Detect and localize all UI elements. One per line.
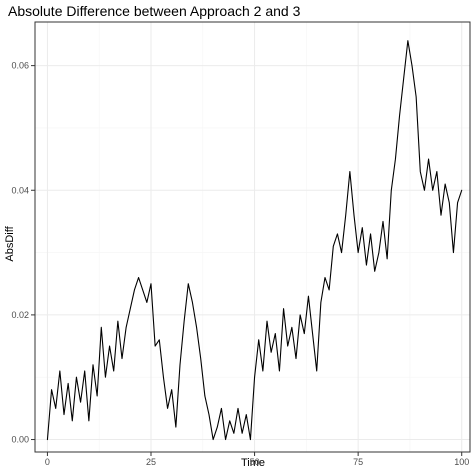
y-tick-label: 0.00 [11,435,29,445]
x-tick-label: 75 [353,457,363,467]
x-tick-label: 25 [146,457,156,467]
y-axis-title: AbsDiff [4,225,16,261]
x-axis-title: Time [241,457,265,467]
chart-title: Absolute Difference between Approach 2 a… [8,3,301,19]
y-tick-label: 0.04 [11,185,29,195]
x-tick-label: 50 [250,457,260,467]
x-tick-label: 0 [45,457,50,467]
plot-background [35,22,470,452]
y-tick-label: 0.02 [11,310,29,320]
series-line-1 [46,40,463,441]
plot-panel-border [34,21,471,453]
y-tick-label: 0.06 [11,61,29,71]
x-tick-label: 100 [454,457,469,467]
plot-area: 0 25 50 75 100 0.00 0.02 0.04 0.06 [11,21,471,467]
